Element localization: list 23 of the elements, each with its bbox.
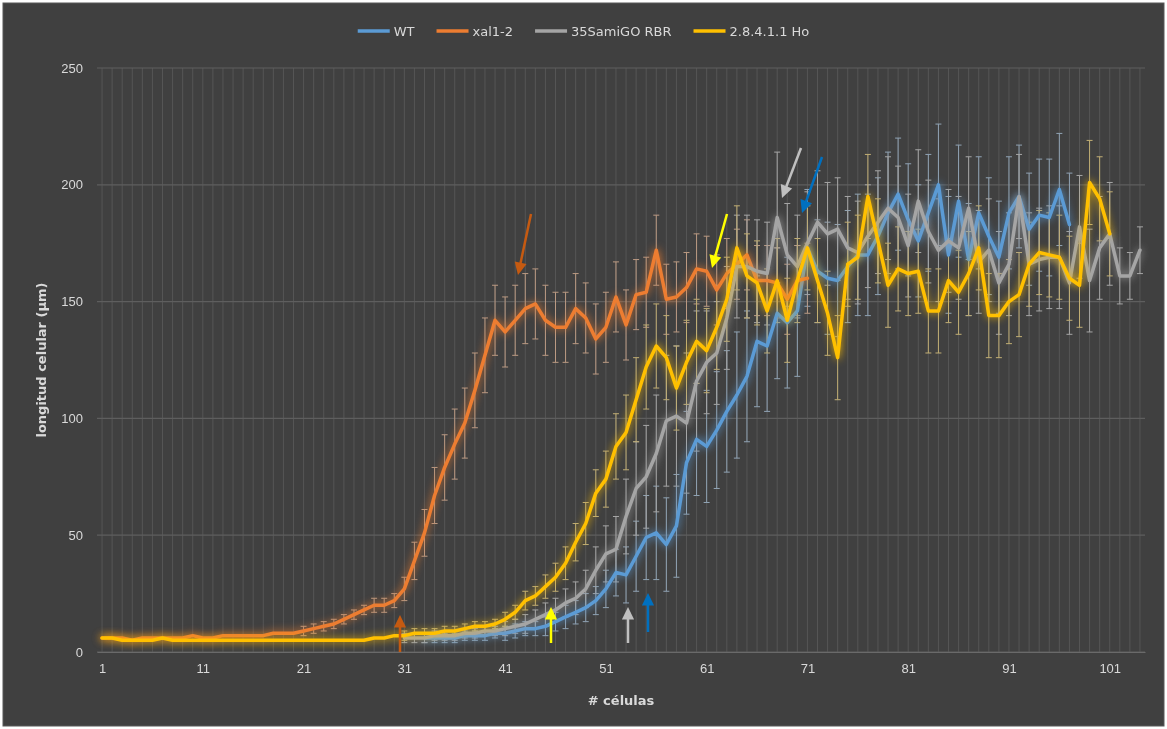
x-tick-label: 71 xyxy=(800,661,816,677)
x-tick-label: 61 xyxy=(699,661,715,677)
x-tick-label: 101 xyxy=(1099,661,1122,677)
y-tick-label: 0 xyxy=(75,644,83,660)
x-tick-label: 21 xyxy=(296,661,312,677)
y-tick-label: 150 xyxy=(61,294,83,310)
y-axis-title: longitud celular (µm) xyxy=(34,282,49,438)
x-tick-label: 91 xyxy=(1002,661,1017,677)
x-tick-label: 1 xyxy=(98,661,107,677)
y-tick-label: 250 xyxy=(61,60,83,76)
x-tick-label: 51 xyxy=(599,661,614,677)
x-tick-label: 11 xyxy=(196,661,211,677)
legend-label: 2.8.4.1.1 Ho xyxy=(729,24,810,39)
y-tick-label: 50 xyxy=(68,527,83,543)
legend-label: WT xyxy=(393,24,415,39)
legend-label: xal1-2 xyxy=(472,24,514,39)
y-tick-label: 100 xyxy=(61,411,83,427)
x-axis-title: # células xyxy=(587,693,655,708)
legend-label: 35SamiGO RBR xyxy=(571,24,672,39)
y-tick-label: 200 xyxy=(61,177,83,193)
x-tick-label: 31 xyxy=(397,661,413,677)
x-tick-label: 81 xyxy=(901,661,916,677)
x-tick-label: 41 xyxy=(498,661,513,677)
